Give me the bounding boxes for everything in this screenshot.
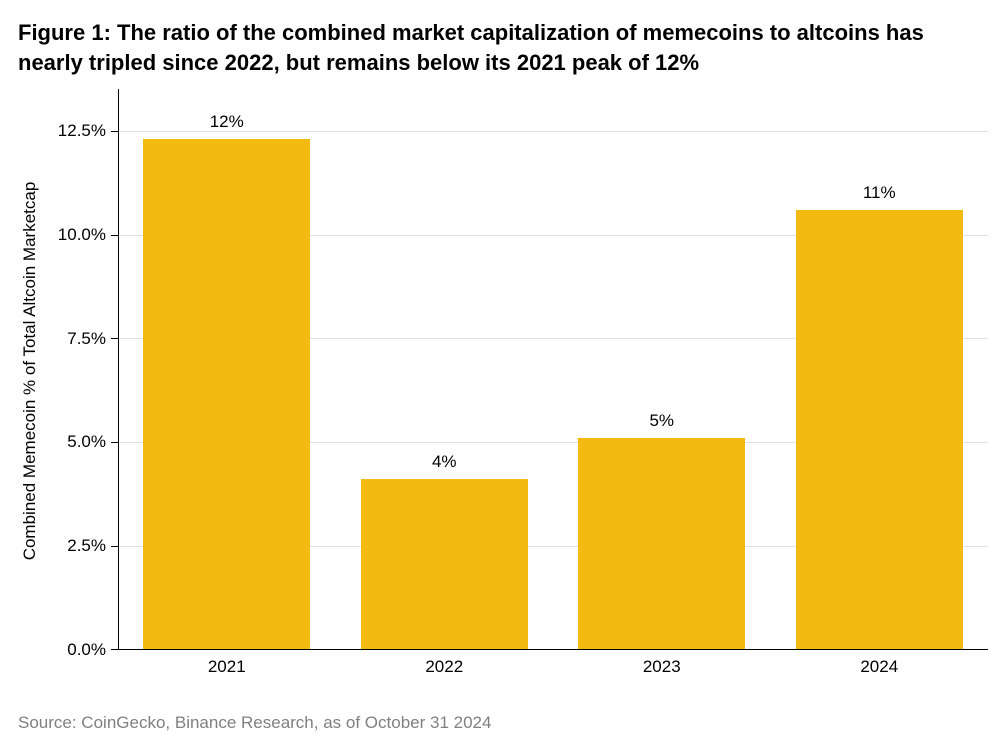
y-tick — [111, 546, 118, 547]
figure-title: Figure 1: The ratio of the combined mark… — [18, 18, 990, 77]
y-tick — [111, 649, 118, 650]
x-tick-label: 2021 — [118, 657, 336, 677]
bar — [361, 479, 528, 649]
bar-value-label: 12% — [143, 112, 310, 132]
source-attribution: Source: CoinGecko, Binance Research, as … — [18, 713, 491, 733]
x-tick-label: 2022 — [336, 657, 554, 677]
bar — [143, 139, 310, 649]
y-tick — [111, 338, 118, 339]
bar-chart: 12%4%5%11%0.0%2.5%5.0%7.5%10.0%12.5%Comb… — [18, 83, 988, 683]
y-tick — [111, 442, 118, 443]
y-axis-label: Combined Memecoin % of Total Altcoin Mar… — [20, 91, 40, 651]
y-axis — [118, 89, 119, 649]
x-tick-label: 2024 — [771, 657, 989, 677]
plot-area: 12% 4% 5% 11% — [118, 89, 988, 649]
bar-value-label: 11% — [796, 183, 963, 203]
y-tick — [111, 235, 118, 236]
bar-value-label: 4% — [361, 452, 528, 472]
x-axis — [118, 649, 988, 650]
bar-value-label: 5% — [578, 411, 745, 431]
figure-container: Figure 1: The ratio of the combined mark… — [0, 0, 1008, 747]
bar — [578, 438, 745, 650]
y-tick — [111, 131, 118, 132]
x-tick-label: 2023 — [553, 657, 771, 677]
bar — [796, 210, 963, 650]
